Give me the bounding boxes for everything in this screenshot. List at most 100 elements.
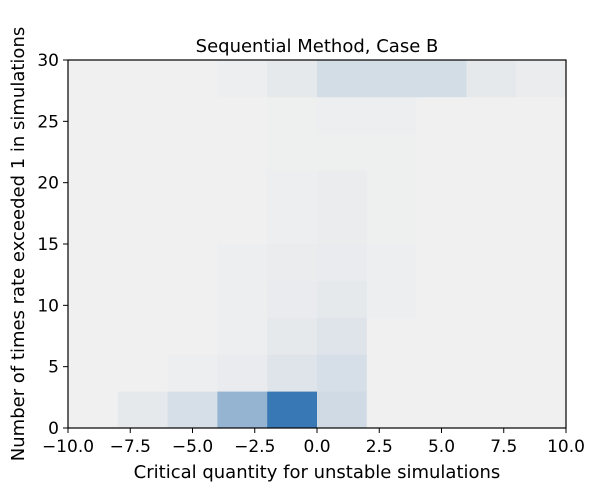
heatmap-cell [516, 96, 567, 134]
heatmap-cell [317, 60, 368, 98]
heatmap-cell [366, 133, 417, 171]
heatmap-cell [516, 207, 567, 245]
heatmap-cell [317, 133, 368, 171]
heatmap-cell [217, 280, 268, 318]
heatmap-cell [267, 391, 318, 429]
heatmap-cell [317, 354, 368, 392]
heatmap-cell [516, 170, 567, 208]
heatmap-cell [516, 354, 567, 392]
heatmap-cell [117, 354, 168, 392]
heatmap-cell [366, 280, 417, 318]
x-tick-label: −7.5 [110, 437, 151, 457]
heatmap-cell [217, 60, 268, 98]
heatmap-cell [167, 280, 218, 318]
x-tick-label: 2.5 [366, 437, 393, 457]
x-tick-label: 5.0 [428, 437, 455, 457]
chart-title: Sequential Method, Case B [196, 36, 439, 57]
heatmap-cell [217, 96, 268, 134]
heatmap-cell [117, 207, 168, 245]
y-tick-label: 0 [48, 419, 59, 439]
heatmap-cell [68, 317, 119, 355]
y-axis-label: Number of times rate exceeded 1 in simul… [8, 27, 29, 461]
x-tick-label: −10.0 [42, 437, 94, 457]
heatmap-cell [267, 317, 318, 355]
heatmap-cell [317, 391, 368, 429]
heatmap-cell [516, 317, 567, 355]
heatmap-cell [466, 317, 517, 355]
heatmap-cell [416, 391, 467, 429]
y-tick-label: 5 [48, 358, 59, 378]
heatmap-cell [267, 60, 318, 98]
heatmap-cell [366, 207, 417, 245]
heatmap-cell [267, 96, 318, 134]
heatmap-cell [416, 207, 467, 245]
heatmap-cell [416, 96, 467, 134]
heatmap-cell [416, 133, 467, 171]
heatmap-cell [68, 60, 119, 98]
heatmap-cell [267, 354, 318, 392]
heatmap-cell [117, 60, 168, 98]
heatmap-cell [167, 60, 218, 98]
heatmap-cell [167, 391, 218, 429]
heatmap-cells [68, 60, 567, 429]
heatmap-cell [466, 391, 517, 429]
heatmap-cell [466, 96, 517, 134]
heatmap-cell [117, 280, 168, 318]
heatmap-cell [167, 317, 218, 355]
heatmap-cell [366, 60, 417, 98]
heatmap-cell [317, 207, 368, 245]
heatmap-cell [317, 317, 368, 355]
heatmap-cell [117, 317, 168, 355]
heatmap-cell [516, 391, 567, 429]
heatmap-cell [117, 170, 168, 208]
heatmap-cell [416, 170, 467, 208]
heatmap-cell [317, 244, 368, 282]
heatmap-cell [68, 354, 119, 392]
heatmap-cell [68, 170, 119, 208]
y-tick-label: 25 [37, 112, 59, 132]
heatmap-cell [466, 170, 517, 208]
heatmap-cell [466, 354, 517, 392]
heatmap-cell [68, 391, 119, 429]
heatmap-cell [366, 391, 417, 429]
heatmap-cell [466, 60, 517, 98]
heatmap-cell [267, 280, 318, 318]
heatmap-cell [217, 354, 268, 392]
x-tick-label: 7.5 [490, 437, 517, 457]
y-tick-label: 10 [37, 296, 59, 316]
heatmap-cell [117, 96, 168, 134]
heatmap-cell [217, 391, 268, 429]
heatmap-cell [416, 244, 467, 282]
heatmap-cell [317, 96, 368, 134]
heatmap-cell [167, 354, 218, 392]
axis-ticks: −10.0 −7.5 −5.0 −2.5 0.0 2.5 5.0 7.5 10.0 0 5 10 15 2… [37, 51, 585, 457]
heatmap-cell [267, 207, 318, 245]
x-tick-label: −5.0 [172, 437, 213, 457]
heatmap-cell [167, 170, 218, 208]
heatmap-cell [117, 391, 168, 429]
x-tick-label: 0.0 [303, 437, 330, 457]
heatmap-cell [416, 60, 467, 98]
heatmap-cell [516, 60, 567, 98]
heatmap-cell [167, 244, 218, 282]
heatmap-cell [466, 244, 517, 282]
heatmap-cell [516, 133, 567, 171]
heatmap-cell [366, 317, 417, 355]
heatmap-cell [217, 207, 268, 245]
heatmap-cell [217, 170, 268, 208]
heatmap-cell [217, 317, 268, 355]
heatmap-cell [366, 170, 417, 208]
y-tick-label: 15 [37, 235, 59, 255]
heatmap-cell [68, 133, 119, 171]
heatmap-cell [68, 244, 119, 282]
heatmap-cell [68, 207, 119, 245]
heatmap-cell [217, 133, 268, 171]
y-tick-label: 30 [37, 51, 59, 71]
heatmap-cell [366, 244, 417, 282]
heatmap-cell [167, 133, 218, 171]
heatmap-cell [68, 280, 119, 318]
heatmap-cell [117, 244, 168, 282]
heatmap-cell [466, 207, 517, 245]
heatmap-cell [416, 317, 467, 355]
x-axis-label: Critical quantity for unstable simulatio… [134, 462, 501, 483]
